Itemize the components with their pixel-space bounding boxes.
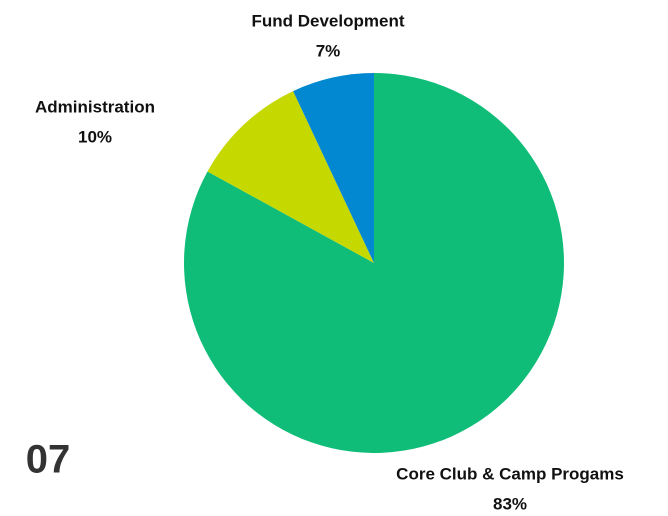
slice-label: Core Club & Camp Progams: [396, 464, 624, 483]
slice-value-label: 10%: [78, 127, 112, 146]
slice-value-label: 7%: [316, 41, 341, 60]
slice-label: Administration: [35, 97, 155, 116]
pie-slice: [293, 73, 374, 263]
slice-label: Fund Development: [251, 11, 404, 30]
pie-slice: [207, 91, 374, 264]
page-number: 07: [26, 438, 71, 482]
slice-value-label: 83%: [493, 494, 527, 513]
